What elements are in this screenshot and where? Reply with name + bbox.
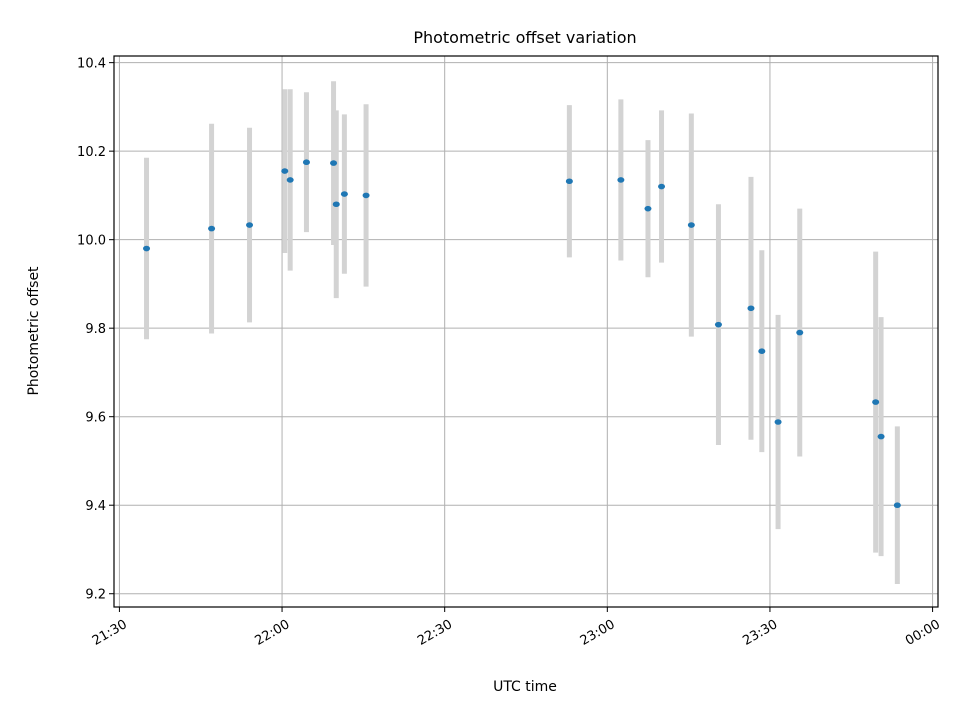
data-point xyxy=(330,160,338,166)
data-point xyxy=(877,433,885,440)
y-axis-label: Photometric offset xyxy=(26,266,42,396)
data-points xyxy=(143,159,901,509)
data-point xyxy=(617,177,625,183)
data-point xyxy=(281,168,289,174)
y-tick-label: 9.8 xyxy=(85,322,106,337)
data-point xyxy=(246,222,254,228)
x-tick-label: 23:30 xyxy=(740,617,780,649)
data-point xyxy=(332,201,340,208)
x-axis-label: UTC time xyxy=(493,679,557,695)
x-tick-label: 22:30 xyxy=(415,617,455,649)
data-point xyxy=(362,192,370,199)
data-point xyxy=(644,205,652,212)
plot-frame xyxy=(113,55,939,608)
data-point xyxy=(340,191,348,197)
data-point xyxy=(658,183,666,190)
data-point xyxy=(872,399,880,405)
data-point xyxy=(747,305,755,312)
y-tick-label: 9.6 xyxy=(85,411,106,426)
y-tick-label: 10.0 xyxy=(77,234,106,249)
data-point xyxy=(302,159,310,166)
y-tick-label: 10.2 xyxy=(77,145,106,160)
y-axis-ticks: 9.2 9.4 9.6 9.8 10.0 10.2 10.4 xyxy=(77,57,114,603)
data-point xyxy=(893,502,901,509)
x-axis-ticks: 21:30 22:00 22:30 23:00 23:30 00:00 xyxy=(90,607,943,649)
x-tick-label: 00:00 xyxy=(903,617,943,649)
x-tick-label: 23:00 xyxy=(578,617,618,649)
y-tick-label: 9.4 xyxy=(85,499,106,514)
data-point xyxy=(774,419,782,425)
x-tick-label: 21:30 xyxy=(90,617,130,649)
data-point xyxy=(796,329,804,336)
error-bars xyxy=(144,81,900,584)
data-point xyxy=(758,348,766,354)
data-point xyxy=(687,222,695,228)
chart-title: Photometric offset variation xyxy=(413,28,636,47)
data-point xyxy=(208,225,216,232)
grid xyxy=(114,56,938,607)
data-point xyxy=(143,245,151,252)
x-tick-label: 22:00 xyxy=(253,617,293,649)
y-tick-label: 9.2 xyxy=(85,588,106,603)
data-point xyxy=(565,178,573,185)
data-point xyxy=(286,177,294,183)
data-point xyxy=(714,321,722,328)
y-tick-label: 10.4 xyxy=(77,57,106,72)
